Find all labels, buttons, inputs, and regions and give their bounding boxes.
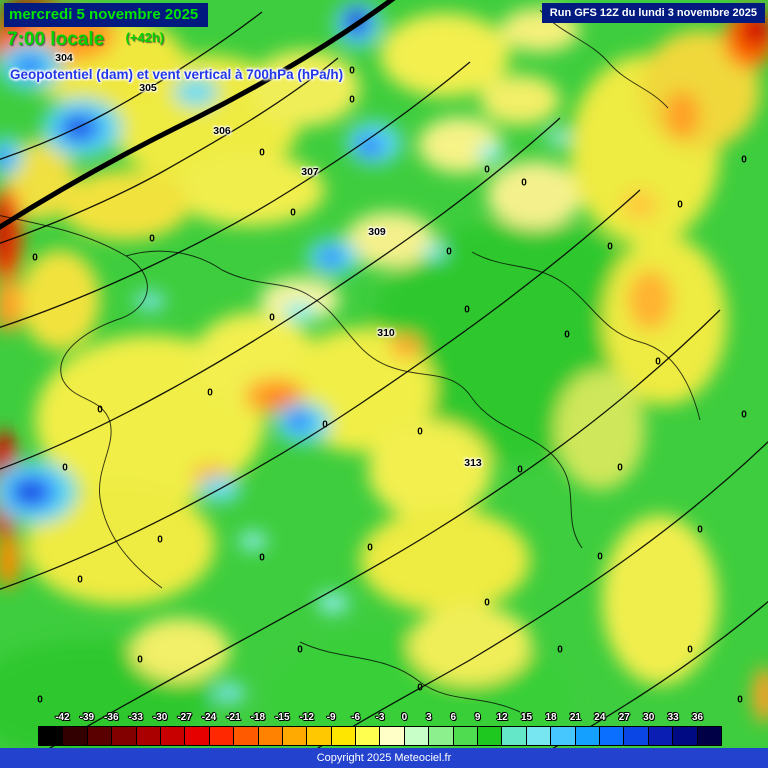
colorbar-segment <box>63 727 88 745</box>
colorbar-segment <box>331 727 357 745</box>
colorbar-segment <box>234 727 259 745</box>
colorbar-segment <box>209 727 235 745</box>
time-banner: 7:00 locale (+42h) <box>7 29 164 51</box>
colorbar-segment <box>599 727 625 745</box>
colorbar-tick: -39 <box>79 712 95 723</box>
colorbar-tick: 9 <box>474 712 481 723</box>
map-parameter-title: Geopotentiel (dam) et vent vertical à 70… <box>10 67 344 82</box>
local-time-label: 7:00 locale <box>7 29 105 50</box>
colorbar-tick: 0 <box>401 712 408 723</box>
colorbar-tick: 3 <box>426 712 432 723</box>
colorbar-segment <box>282 727 308 745</box>
colorbar <box>38 726 722 746</box>
colorbar-segment <box>39 727 64 745</box>
colorbar-segment <box>551 727 576 745</box>
colorbar-segment <box>624 727 649 745</box>
colorbar-tick: 24 <box>594 712 606 723</box>
forecast-offset-label: (+42h) <box>125 30 165 45</box>
colorbar-tick: -3 <box>375 712 385 723</box>
colorbar-tick: -24 <box>201 712 217 723</box>
colorbar-segment <box>112 727 137 745</box>
colorbar-segment <box>429 727 454 745</box>
colorbar-tick: -21 <box>226 712 241 723</box>
copyright-text: Copyright 2025 Meteociel.fr <box>316 752 452 764</box>
colorbar-segment <box>380 727 405 745</box>
colorbar-tick: -42 <box>55 712 70 723</box>
colorbar-tick: 18 <box>545 712 557 723</box>
colorbar-segment <box>356 727 381 745</box>
colorbar-segment <box>648 727 674 745</box>
front-line <box>0 0 396 230</box>
date-banner: mercredi 5 novembre 2025 <box>4 3 209 27</box>
colorbar-tick-row: -42 -39 -36 -33 -30 -27 -24 -21 -18 -15 -12 -9 -6 -3 0… <box>38 712 722 725</box>
colorbar-segment <box>136 727 161 745</box>
colorbar-segment <box>478 727 503 745</box>
colorbar-tick: -36 <box>104 712 119 723</box>
colorbar-segment <box>453 727 479 745</box>
copyright-bar: Copyright 2025 Meteociel.fr <box>0 748 768 768</box>
colorbar-tick: 12 <box>496 712 508 723</box>
colorbar-segment <box>307 727 332 745</box>
colorbar-tick: 33 <box>667 712 679 723</box>
colorbar-tick: -6 <box>351 712 361 723</box>
colorbar-tick: -27 <box>177 712 192 723</box>
country-borders <box>0 9 701 713</box>
colorbar-segment <box>502 727 527 745</box>
colorbar-segment <box>185 727 210 745</box>
colorbar-segment <box>697 727 721 745</box>
colorbar-tick: -12 <box>299 712 314 723</box>
colorbar-segment <box>160 727 186 745</box>
colorbar-segment <box>258 727 283 745</box>
colorbar-segment <box>673 727 698 745</box>
colorbar-tick: -30 <box>152 712 168 723</box>
colorbar-segment <box>87 727 113 745</box>
colorbar-segment <box>404 727 430 745</box>
colorbar-tick: -18 <box>250 712 266 723</box>
model-run-banner: Run GFS 12Z du lundi 3 novembre 2025 <box>541 3 765 23</box>
colorbar-tick: 36 <box>692 712 704 723</box>
colorbar-tick: 30 <box>643 712 655 723</box>
colorbar-tick: 15 <box>521 712 533 723</box>
colorbar-segment <box>575 727 600 745</box>
colorbar-tick: 6 <box>450 712 457 723</box>
colorbar-tick: 21 <box>569 712 581 723</box>
colorbar-tick: -33 <box>128 712 143 723</box>
colorbar-tick: 27 <box>618 712 630 723</box>
colorbar-tick: -9 <box>326 712 336 723</box>
colorbar-segment <box>526 727 552 745</box>
colorbar-tick: -15 <box>275 712 290 723</box>
